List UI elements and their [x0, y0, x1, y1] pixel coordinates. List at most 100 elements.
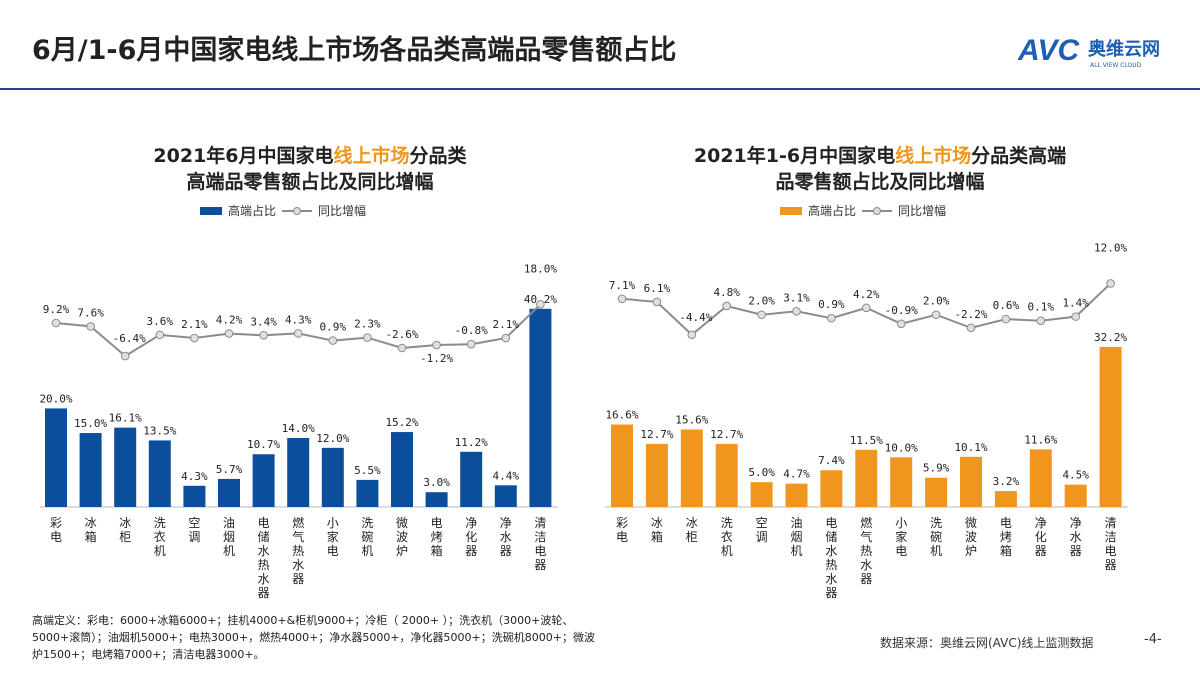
bar-label: 20.0% — [39, 392, 72, 405]
category-label-char: 水 — [825, 544, 837, 558]
growth-label: 0.9% — [320, 321, 347, 334]
category-label-char: 化 — [1035, 530, 1047, 544]
legend-left: 高端占比 同比增幅 — [200, 202, 366, 219]
chart-title-right: 2021年1-6月中国家电线上市场分品类高端 品零售额占比及同比增幅 — [650, 143, 1110, 195]
bar-label: 16.6% — [605, 408, 638, 421]
category-label-char: 冰 — [85, 516, 97, 530]
bar — [183, 485, 206, 507]
category-label-char: 电 — [616, 530, 628, 544]
category-label-char: 小 — [895, 516, 907, 530]
bar — [960, 456, 982, 507]
category-label-char: 净 — [1035, 516, 1047, 530]
category-label-char: 水 — [292, 558, 304, 572]
category-label-char: 器 — [500, 544, 512, 558]
growth-point — [155, 330, 165, 340]
legend-line-label: 同比增幅 — [318, 204, 367, 218]
bar — [890, 457, 913, 507]
bar-label: 3.0% — [423, 476, 450, 489]
bar-label: 13.5% — [143, 424, 176, 437]
title-part: 分品类 — [409, 145, 467, 167]
bar — [715, 443, 738, 507]
growth-point — [120, 351, 130, 361]
title-part: 分品类高端 — [971, 145, 1067, 167]
bar-label: 11.5% — [850, 434, 883, 447]
category-label-char: 柜 — [686, 530, 698, 544]
growth-point — [687, 330, 697, 340]
avc-logo: AVC 奥维云网 ALL VIEW CLOUD — [1017, 30, 1168, 70]
growth-label: 4.3% — [285, 313, 312, 326]
growth-label: 6.1% — [644, 282, 671, 295]
category-label-char: 热 — [292, 544, 304, 558]
growth-label: 3.1% — [783, 291, 810, 304]
logo-cn: 奥维云网 — [1088, 38, 1160, 60]
legend-bar-swatch — [780, 206, 802, 215]
title-line2: 高端品零售额占比及同比增幅 — [186, 171, 434, 193]
category-label-char: 器 — [465, 544, 477, 558]
category-label-char: 箱 — [85, 529, 97, 544]
growth-label: 2.0% — [748, 295, 775, 308]
category-label-char: 水 — [258, 572, 270, 586]
bar-label: 5.0% — [748, 466, 775, 479]
bar — [79, 433, 102, 507]
bar — [391, 432, 413, 507]
category-label-char: 气 — [860, 529, 872, 544]
growth-label: 18.0% — [524, 262, 557, 275]
category-label-char: 电 — [50, 530, 62, 544]
growth-point — [363, 333, 372, 342]
category-label-char: 空 — [756, 516, 768, 530]
category-label-char: 烤 — [1000, 529, 1012, 544]
category-label-char: 箱 — [431, 543, 443, 558]
growth-point — [722, 301, 732, 311]
bar — [45, 408, 67, 507]
category-label-char: 冰 — [686, 516, 698, 530]
category-label-char: 清 — [1105, 516, 1117, 530]
growth-label: 7.6% — [77, 306, 104, 319]
chart-title-left: 2021年6月中国家电线上市场分品类 高端品零售额占比及同比增幅 — [90, 143, 530, 195]
category-label-char: 柜 — [119, 530, 131, 544]
bar-label: 5.5% — [354, 464, 381, 477]
title-highlight: 线上市场 — [333, 145, 410, 167]
bar-label: 5.9% — [923, 462, 950, 475]
category-label-char: 器 — [825, 586, 837, 600]
bar — [114, 427, 137, 507]
growth-point — [1071, 312, 1080, 321]
bar — [785, 483, 808, 507]
title-divider — [0, 88, 1200, 90]
category-label-char: 机 — [930, 544, 942, 558]
footnote: 高端定义：彩电：6000+冰箱6000+；挂机4000+&柜机9000+；冷柜（… — [32, 614, 595, 661]
category-label-char: 电 — [1000, 516, 1012, 530]
page-title: 6月/1-6月中国家电线上市场各品类高端品零售额占比 — [32, 35, 677, 66]
category-label-char: 机 — [223, 544, 235, 558]
category-label-char: 水 — [1070, 530, 1082, 544]
category-label-char: 烟 — [223, 530, 235, 544]
bar-label: 32.2% — [1094, 331, 1127, 344]
category-label-char: 烤 — [431, 529, 443, 544]
category-label-char: 彩 — [50, 516, 62, 530]
growth-label: -2.6% — [385, 328, 418, 341]
category-label-char: 微 — [965, 516, 977, 530]
growth-label: -0.8% — [455, 324, 488, 337]
category-label-char: 电 — [534, 544, 546, 558]
category-label-char: 波 — [396, 530, 408, 544]
title-highlight: 线上市场 — [895, 145, 972, 167]
category-label-char: 器 — [534, 558, 546, 572]
growth-label: -1.2% — [420, 352, 453, 365]
category-label-char: 器 — [1105, 558, 1117, 572]
category-label-char: 器 — [1035, 544, 1047, 558]
category-label-char: 洁 — [1105, 530, 1117, 544]
growth-label: 3.6% — [147, 315, 174, 328]
logo-text: AVC — [1018, 34, 1080, 67]
growth-point — [190, 333, 199, 343]
growth-point — [652, 297, 662, 307]
legend-right: 高端占比 同比增幅 — [780, 202, 946, 219]
growth-label: -0.9% — [885, 304, 918, 317]
category-label-char: 水 — [860, 558, 872, 572]
category-label-char: 箱 — [1000, 543, 1012, 558]
category-label-char: 水 — [258, 544, 270, 558]
bar — [425, 492, 448, 507]
category-label-char: 炉 — [965, 544, 977, 558]
category-label-char: 冰 — [119, 516, 131, 530]
category-label-char: 波 — [965, 530, 977, 544]
category-label-char: 油 — [223, 516, 235, 530]
